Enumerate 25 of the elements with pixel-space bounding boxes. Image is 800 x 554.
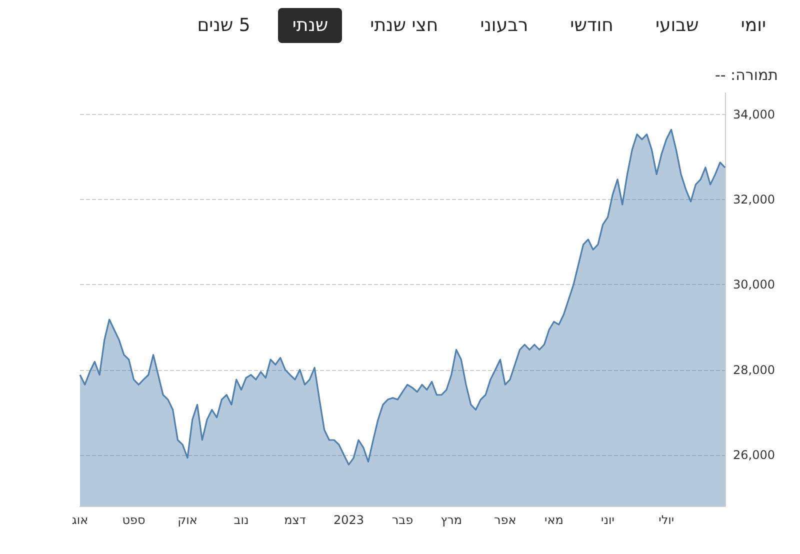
x-tick-label: נוב xyxy=(234,513,249,527)
x-tick-label: אוג xyxy=(72,513,88,527)
y-tick-label: 28,000 xyxy=(733,362,775,377)
text: רבעוני xyxy=(479,14,530,38)
x-tick-label: מאי xyxy=(544,513,564,527)
x-tick-label: יולי xyxy=(658,513,674,527)
x-tick-label: מרץ xyxy=(440,513,462,527)
x-tick-label: יוני xyxy=(601,513,614,527)
x-tick-label: דצמ xyxy=(284,513,306,527)
y-tick-label: 30,000 xyxy=(733,278,775,292)
x-tick-label: ספט xyxy=(122,513,146,527)
text: חצי שנתי xyxy=(369,14,440,38)
x-tick-label: אוק xyxy=(178,513,198,527)
y-tick-label: 34,000 xyxy=(733,107,775,122)
text: חודשי xyxy=(569,14,614,38)
text: שנתי xyxy=(278,8,342,43)
y-tick-label: 26,000 xyxy=(733,448,775,462)
text: 5 שנים xyxy=(196,14,252,38)
x-tick-label: אפר xyxy=(494,513,516,527)
x-tick-label: פבר xyxy=(392,513,414,527)
text: תמורה: -- xyxy=(714,66,778,84)
y-tick-label: 32,000 xyxy=(733,192,775,206)
text: שבועי xyxy=(654,14,700,38)
text: יומי xyxy=(740,14,767,38)
x-tick-label: 2023 xyxy=(333,513,364,527)
